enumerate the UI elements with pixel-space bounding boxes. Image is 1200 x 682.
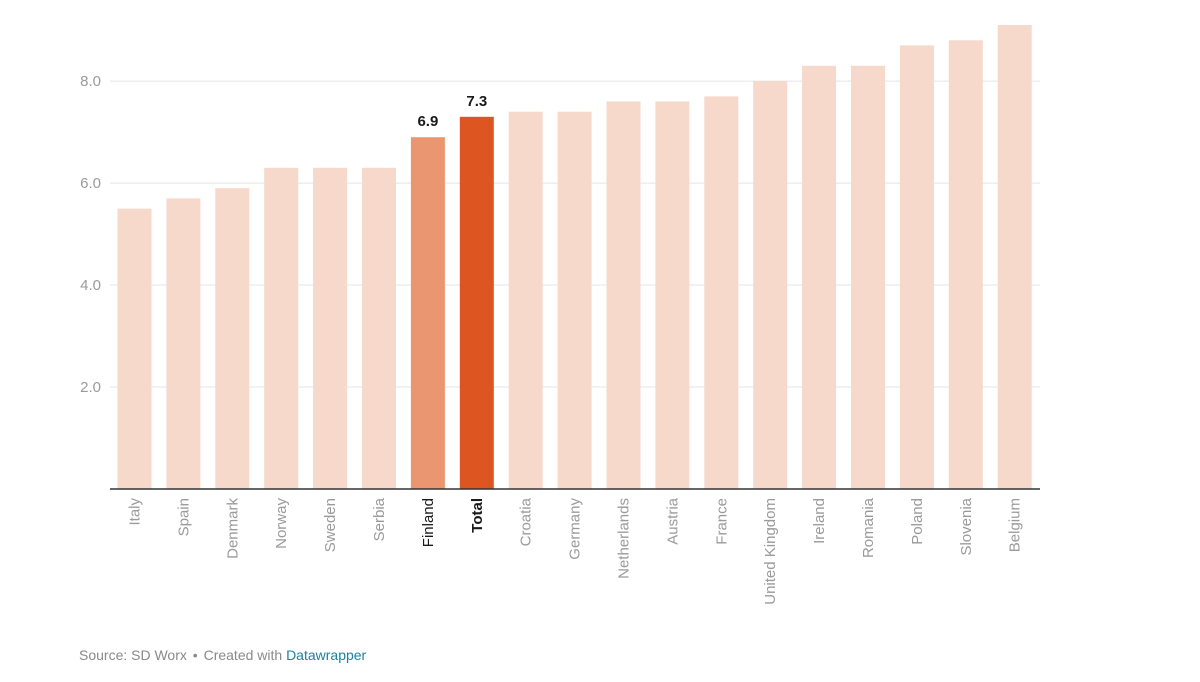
x-label-ireland: Ireland	[811, 498, 828, 544]
value-label-total: 7.3	[466, 93, 487, 110]
x-label-denmark: Denmark	[224, 498, 241, 559]
x-label-serbia: Serbia	[371, 497, 388, 541]
bar-germany	[557, 111, 592, 489]
y-tick-label: 2.0	[80, 379, 101, 396]
x-label-total: Total	[469, 498, 486, 533]
x-label-finland: Finland	[420, 498, 437, 547]
chart-footer: Source: SD Worx • Created with Datawrapp…	[79, 647, 366, 663]
x-label-romania: Romania	[860, 497, 877, 558]
bar-belgium	[997, 25, 1032, 489]
datawrapper-link[interactable]: Datawrapper	[286, 647, 367, 663]
x-label-belgium: Belgium	[1007, 498, 1024, 552]
bar-sweden	[313, 167, 348, 490]
value-labels: 6.9 7.3	[417, 93, 487, 130]
y-tick-label: 8.0	[80, 73, 101, 90]
bar-chart: 2.0 4.0 6.0 8.0 6.9 7.3 Italy Spain Denmark Nor…	[80, 25, 1040, 605]
source-note: Source: SD Worx	[79, 647, 187, 663]
bar-serbia	[362, 167, 396, 490]
bar-croatia	[508, 111, 543, 489]
bar-united-kingdom	[753, 81, 788, 489]
x-axis-labels: Italy Spain Denmark Norway Sweden Serbia Finla…	[127, 497, 1024, 604]
x-label-sweden: Sweden	[322, 498, 339, 552]
x-label-italy: Italy	[127, 498, 144, 526]
bar-denmark	[215, 188, 250, 489]
bar-italy	[117, 208, 152, 489]
created-with-text: Created with	[203, 647, 283, 663]
bar-poland	[899, 45, 934, 490]
footer-separator: •	[192, 647, 198, 663]
bar-total	[459, 116, 494, 490]
y-tick-label: 6.0	[80, 175, 101, 192]
x-label-germany: Germany	[567, 498, 584, 560]
bar-finland	[410, 137, 445, 489]
bar-netherlands	[606, 101, 641, 489]
y-tick-label: 4.0	[80, 277, 101, 294]
x-label-spain: Spain	[175, 498, 192, 536]
x-label-united-kingdom: United Kingdom	[762, 498, 779, 605]
bar-ireland	[802, 65, 837, 490]
bar-slovenia	[948, 40, 983, 490]
bar-austria	[655, 101, 690, 489]
x-label-austria: Austria	[664, 497, 681, 544]
value-label-finland: 6.9	[417, 113, 438, 130]
bar-romania	[851, 65, 885, 490]
y-axis-ticks: 2.0 4.0 6.0 8.0	[80, 73, 101, 396]
x-label-france: France	[713, 498, 730, 545]
bars	[117, 25, 1032, 490]
x-label-netherlands: Netherlands	[616, 498, 633, 579]
x-label-croatia: Croatia	[518, 497, 535, 546]
x-label-poland: Poland	[909, 498, 926, 545]
bar-spain	[166, 198, 201, 489]
x-label-slovenia: Slovenia	[958, 497, 975, 555]
x-label-norway: Norway	[273, 498, 290, 549]
bar-france	[704, 96, 739, 490]
bar-norway	[264, 167, 299, 490]
